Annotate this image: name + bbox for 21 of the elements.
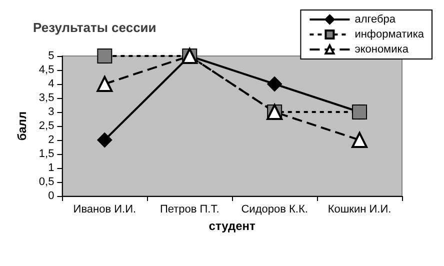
y-tick-label: 4 [48,78,54,90]
chart-title: Результаты сессии [33,20,156,35]
x-tick-label: Сидоров К.К. [241,204,308,216]
x-tick-label: Петров П.Т. [160,204,220,216]
legend-label: экономика [354,44,410,56]
x-axis-title: студент [208,219,256,233]
x-tick-label: Иванов И.И. [73,204,136,216]
y-tick-label: 1,5 [38,148,54,160]
y-tick-label: 3,5 [38,92,54,104]
y-tick-label: 0,5 [38,176,54,188]
legend-label: информатика [354,28,425,40]
y-tick-label: 3 [48,106,54,118]
y-tick-label: 4,5 [38,64,54,76]
y-tick-label: 5 [48,50,54,62]
y-tick-label: 2 [48,134,54,146]
legend-label: алгебра [354,14,396,26]
y-tick-label: 2,5 [38,120,54,132]
y-tick-label: 0 [48,190,54,202]
y-axis-title: балл [15,111,29,141]
y-tick-label: 1 [48,162,54,174]
x-tick-label: Кошкин И.И. [328,204,392,216]
